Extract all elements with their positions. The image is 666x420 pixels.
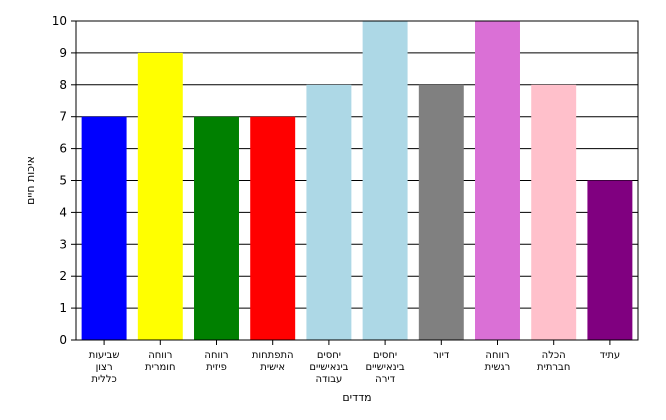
plot-frame bbox=[75, 20, 639, 341]
bar bbox=[475, 21, 520, 340]
x-category-label-line: חומרית bbox=[145, 362, 176, 373]
x-category-label-line: יחסים bbox=[373, 350, 397, 361]
x-category-label-line: עתיד bbox=[600, 350, 621, 361]
bars bbox=[81, 21, 633, 341]
bar bbox=[306, 84, 352, 340]
x-category-label-line: רווחה bbox=[148, 350, 172, 361]
x-category-label-line: אישית bbox=[260, 362, 285, 373]
bar bbox=[418, 84, 464, 340]
y-tick-label: 9 bbox=[59, 46, 67, 60]
y-tick-label: 7 bbox=[59, 110, 67, 124]
bar bbox=[250, 116, 296, 340]
x-category-label-line: בינאישיים bbox=[366, 362, 405, 373]
x-category-label-line: רווחה bbox=[485, 350, 509, 361]
x-category-label-line: יחסים bbox=[317, 350, 341, 361]
y-tick-label: 4 bbox=[59, 205, 67, 219]
y-tick-label: 6 bbox=[59, 142, 67, 156]
x-axis-title: מדדים bbox=[342, 391, 371, 404]
x-category-label: רווחה חומרית bbox=[145, 350, 176, 373]
x-category-label: יחסים בינאישיים דירה bbox=[366, 350, 405, 385]
x-category-label: הכלה חברתית bbox=[537, 350, 570, 373]
x-category-label-line: חברתית bbox=[537, 362, 570, 373]
y-tick-label: 3 bbox=[59, 237, 67, 251]
x-category-label: יחסים בינאישיים עבודה bbox=[309, 350, 348, 385]
y-tick-label: 1 bbox=[59, 301, 67, 315]
x-category-label-line: שביעות bbox=[89, 350, 120, 361]
bar bbox=[194, 116, 239, 340]
x-category-label-line: כללית bbox=[91, 374, 116, 385]
x-category-label: שביעות רצון כללית bbox=[89, 350, 120, 385]
y-tick-label: 2 bbox=[59, 269, 67, 283]
x-category-label-line: דיור bbox=[433, 350, 450, 361]
bar bbox=[81, 116, 127, 340]
x-category-label-line: התפתחות bbox=[252, 350, 294, 361]
y-tick-label: 0 bbox=[59, 333, 67, 347]
x-category-label-line: הכלה bbox=[542, 350, 566, 361]
x-category-label: רווחה פיזית bbox=[204, 350, 228, 373]
x-category-label-line: רגשית bbox=[485, 362, 511, 373]
x-category-label-line: רצון bbox=[96, 362, 113, 373]
y-tick-label: 8 bbox=[59, 78, 67, 92]
x-category-label-line: דירה bbox=[375, 374, 395, 385]
x-category-label: התפתחות אישית bbox=[252, 350, 294, 373]
x-category-label-line: בינאישיים bbox=[309, 362, 348, 373]
y-tick-label: 10 bbox=[52, 14, 67, 28]
x-category-label: רווחה רגשית bbox=[485, 350, 511, 373]
x-category-label: עתיד bbox=[600, 350, 621, 361]
axes bbox=[71, 20, 639, 345]
y-axis-title: איכות חיים bbox=[24, 156, 37, 205]
bar bbox=[587, 180, 633, 340]
x-category-label-line: עבודה bbox=[316, 374, 343, 385]
y-tick-label: 5 bbox=[59, 174, 67, 188]
bar bbox=[362, 21, 408, 340]
x-category-label-line: רווחה bbox=[204, 350, 228, 361]
y-tick-labels: 0 1 2 3 4 5 6 7 8 9 10 bbox=[52, 14, 67, 347]
x-category-label-line: פיזית bbox=[206, 362, 227, 373]
x-category-label: דיור bbox=[433, 350, 450, 361]
bar bbox=[137, 52, 183, 341]
bar bbox=[531, 84, 577, 340]
